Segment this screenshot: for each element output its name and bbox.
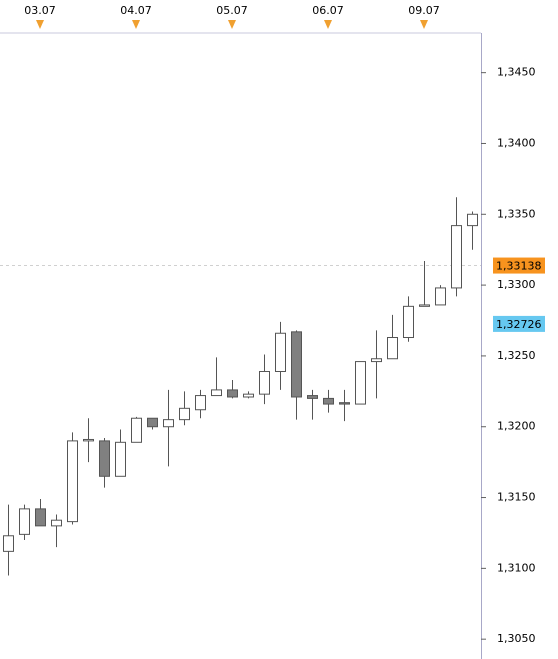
candle-body <box>339 402 350 405</box>
candle-body <box>211 389 222 397</box>
candle-body <box>3 535 14 552</box>
candle-body <box>467 213 478 227</box>
date-marker <box>228 20 236 29</box>
candle-body <box>19 508 30 535</box>
date-marker <box>36 20 44 29</box>
candle-body <box>115 441 126 477</box>
candle-body <box>371 358 382 363</box>
candle-body <box>323 397 334 405</box>
y-tick-label: 1,3050 <box>497 632 536 645</box>
x-tick-label: 05.07 <box>216 4 248 17</box>
candle-body <box>403 305 414 339</box>
candle-body <box>163 419 174 428</box>
candle-body <box>451 225 462 289</box>
candle-body <box>179 407 190 421</box>
candle-body <box>291 331 302 398</box>
candle-body <box>243 393 254 398</box>
date-marker <box>324 20 332 29</box>
candle-body <box>131 417 142 443</box>
date-marker <box>420 20 428 29</box>
y-tick-label: 1,3350 <box>497 207 536 220</box>
candle-body <box>355 361 366 405</box>
candle-body <box>275 332 286 372</box>
y-tick-label: 1,3150 <box>497 491 536 504</box>
candle-body <box>35 508 46 527</box>
y-tick-label: 1,3200 <box>497 420 536 433</box>
candle-body <box>83 438 94 442</box>
candle-body <box>307 395 318 399</box>
x-tick-label: 06.07 <box>312 4 344 17</box>
y-tick-label: 1,3450 <box>497 66 536 79</box>
candle-body <box>227 389 238 398</box>
candle-body <box>387 337 398 360</box>
candle-body <box>419 304 430 307</box>
x-tick-label: 04.07 <box>120 4 152 17</box>
price-label-box <box>493 257 545 274</box>
y-tick-label: 1,3400 <box>497 136 536 149</box>
price-label: 1,33138 <box>496 260 542 273</box>
x-tick-label: 03.07 <box>24 4 56 17</box>
candle-body <box>99 440 110 477</box>
candle-body <box>259 370 270 395</box>
y-tick-label: 1,3300 <box>497 278 536 291</box>
candle-body <box>147 417 158 428</box>
y-tick-label: 1,3100 <box>497 561 536 574</box>
candle-body <box>51 519 62 527</box>
date-marker <box>132 20 140 29</box>
price-label: 1,32726 <box>496 318 542 331</box>
candle-body <box>67 440 78 523</box>
candle-body <box>195 395 206 411</box>
x-tick-label: 09.07 <box>408 4 440 17</box>
candle-body <box>435 287 446 306</box>
price-label-box <box>493 315 545 332</box>
y-tick-label: 1,3250 <box>497 349 536 362</box>
